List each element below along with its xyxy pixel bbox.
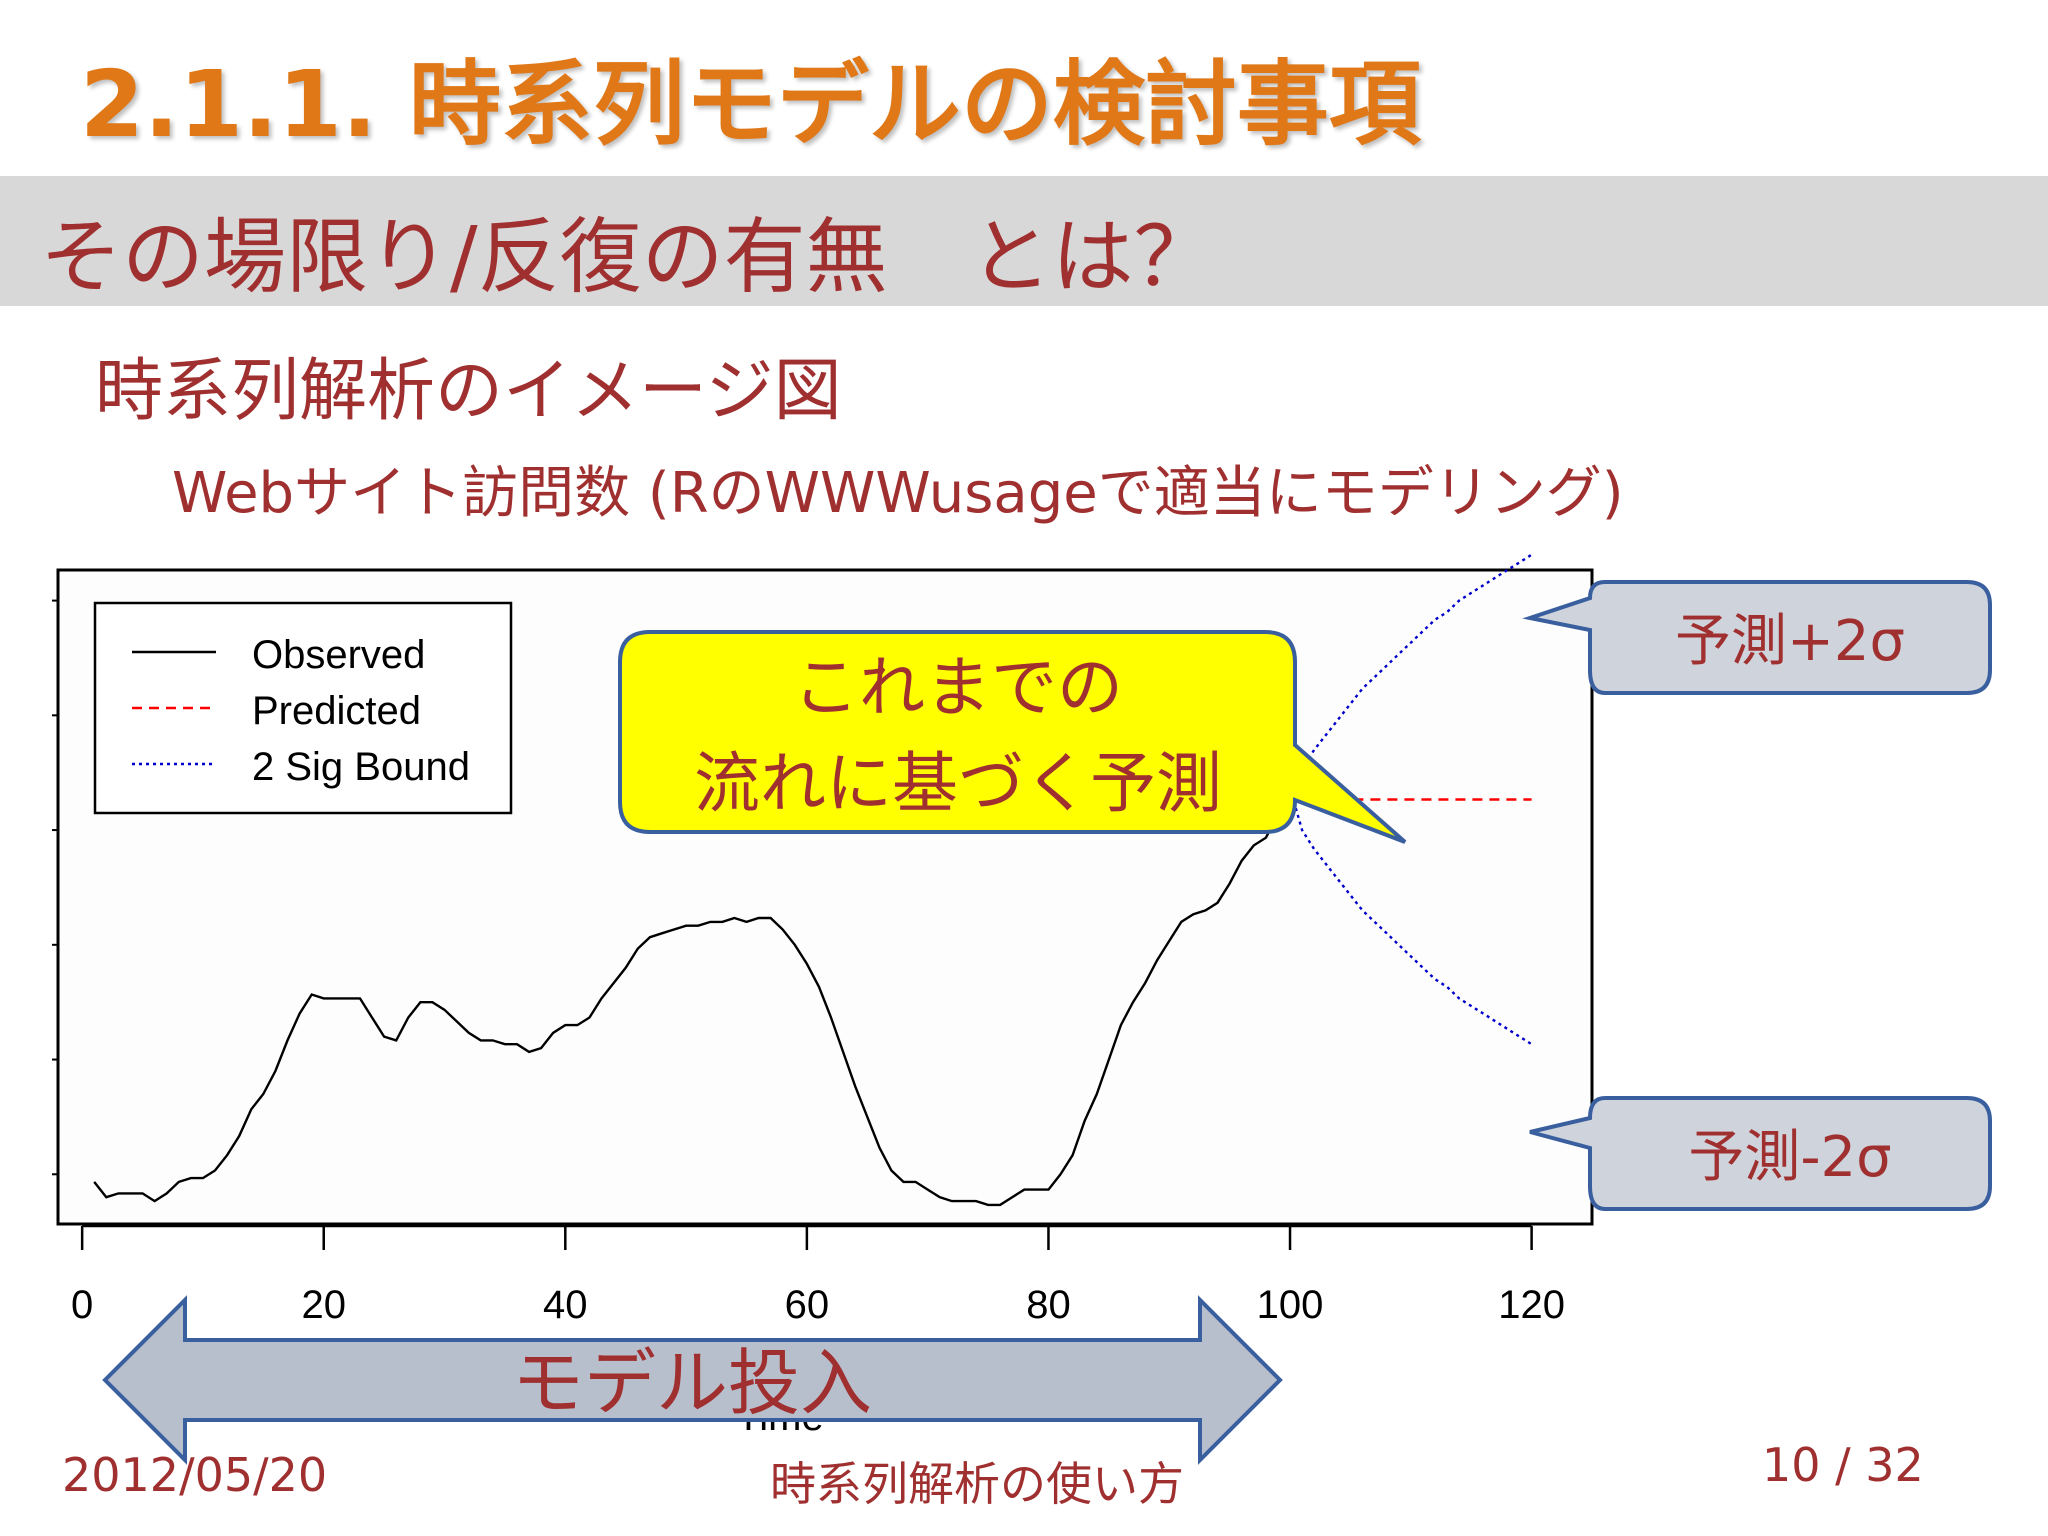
footer-page-number: 10 / 32 [1762,1438,1924,1492]
series-line-predicted [1289,787,1532,801]
legend-box [93,601,513,815]
legend: Observed Predicted 2 Sig Bound [93,601,513,815]
subtitle-band [0,176,2048,306]
callout-text-line2: 流れに基づく予測 [694,745,1222,822]
slide-title: 2.1.1. 時系列モデルの検討事項 [80,51,1421,158]
series-line-2-sig-bound-lower [1288,787,1533,1046]
double-arrow-shape [102,1295,1283,1465]
legend-label-predicted: Predicted [252,689,421,733]
callout-text-line1: これまでの [793,649,1123,726]
callout-bubble [618,630,1407,844]
x-tick-label: 60 [785,1283,830,1327]
footer-date: 2012/05/20 [62,1448,328,1502]
series-line-2-sig-bound-upper [1288,553,1533,789]
x-tick-label: 120 [1498,1283,1565,1327]
section-heading: 時系列解析のイメージ図 [95,352,842,431]
x-tick-label: 0 [71,1283,93,1327]
forecast-callout: これまでの 流れに基づく予測 [618,630,1407,844]
slide-subtitle: その場限り/反復の有無 とは？ [40,210,1216,305]
lower-bound-callout: 予測-2σ [1529,1096,1992,1211]
series-line-observed [93,787,1292,1207]
lower-callout-text: 予測-2σ [1688,1125,1891,1190]
x-tick-label: 20 [301,1283,346,1327]
lower-callout-box [1529,1096,1992,1211]
series-lines [93,553,1533,1207]
arrow-label: モデル投入 [512,1341,872,1425]
legend-label-bound: 2 Sig Bound [252,745,470,789]
upper-callout-box [1522,580,1992,695]
upper-bound-callout: 予測+2σ [1522,580,1992,695]
upper-callout-text: 予測+2σ [1675,609,1905,674]
y-ticks [52,599,58,1176]
x-axis: 0 20 40 60 80 100 120 [71,1224,1565,1327]
footer-title: 時系列解析の使い方 [770,1457,1184,1511]
legend-label-observed: Observed [252,633,425,677]
section-subheading: Webサイト訪問数 (RのWWWusageで適当にモデリング) [172,461,1624,526]
x-tick-label: 80 [1026,1283,1071,1327]
x-tick-label: 100 [1257,1283,1324,1327]
model-input-arrow: モデル投入 [102,1295,1283,1465]
time-series-chart: 0 20 40 60 80 100 120 Observed Predicted 2 Sig… [52,553,1992,1465]
x-tick-label: 40 [543,1283,588,1327]
